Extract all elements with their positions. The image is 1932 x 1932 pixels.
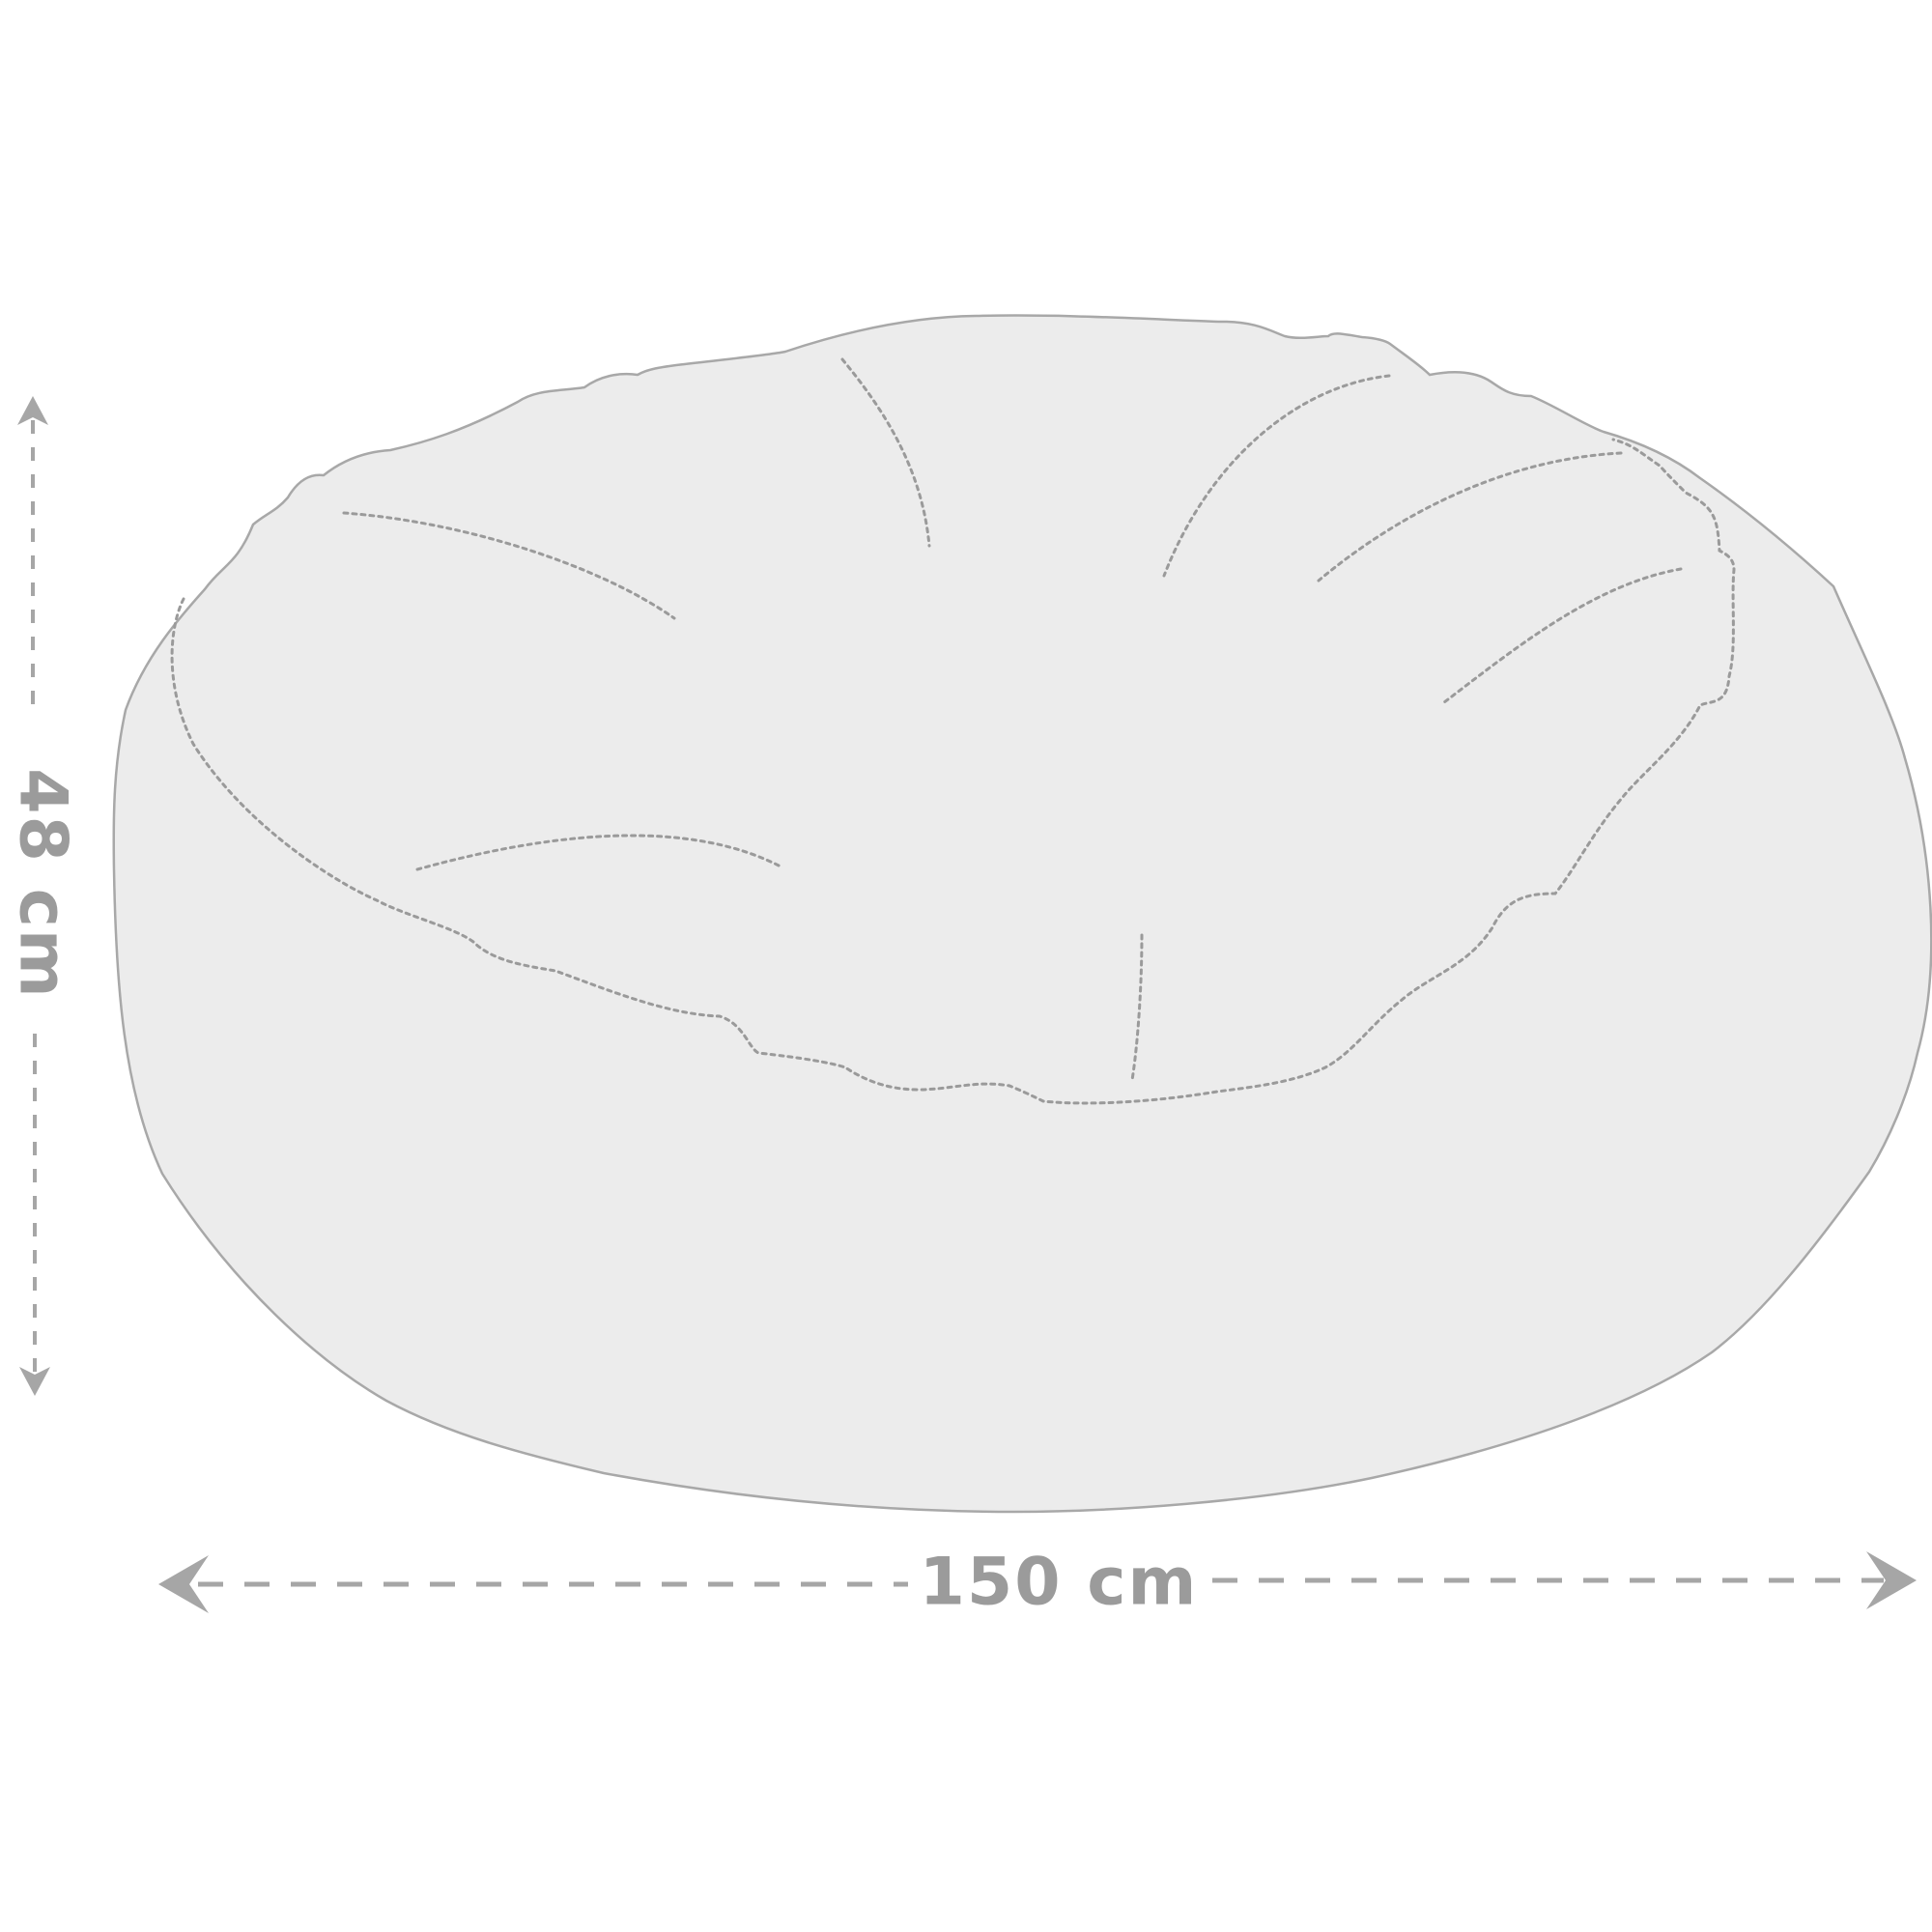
width-label: 150 cm bbox=[920, 1545, 1199, 1621]
seam-stitching-1 bbox=[342, 511, 676, 620]
seat-rim-stitching bbox=[170, 438, 1736, 1105]
seam-stitching-6 bbox=[415, 834, 784, 871]
arrow-left-icon bbox=[158, 1555, 209, 1613]
height-dimension: 48 cm bbox=[4, 396, 80, 1396]
arrow-up-icon bbox=[17, 396, 48, 425]
seam-stitching-3 bbox=[1162, 374, 1391, 578]
seam-stitching-7 bbox=[1130, 933, 1144, 1082]
seam-stitching-4 bbox=[1317, 451, 1623, 582]
stitching-lines bbox=[170, 357, 1736, 1105]
arrow-down-icon bbox=[19, 1367, 50, 1396]
bean-bag-body bbox=[112, 314, 1932, 1514]
width-dimension: 150 cm bbox=[158, 1545, 1917, 1621]
bean-bag-outline bbox=[112, 314, 1932, 1514]
arrow-right-icon bbox=[1866, 1551, 1917, 1609]
seam-stitching-5 bbox=[1442, 567, 1683, 704]
seam-stitching-2 bbox=[840, 357, 931, 548]
height-label: 48 cm bbox=[4, 768, 80, 999]
